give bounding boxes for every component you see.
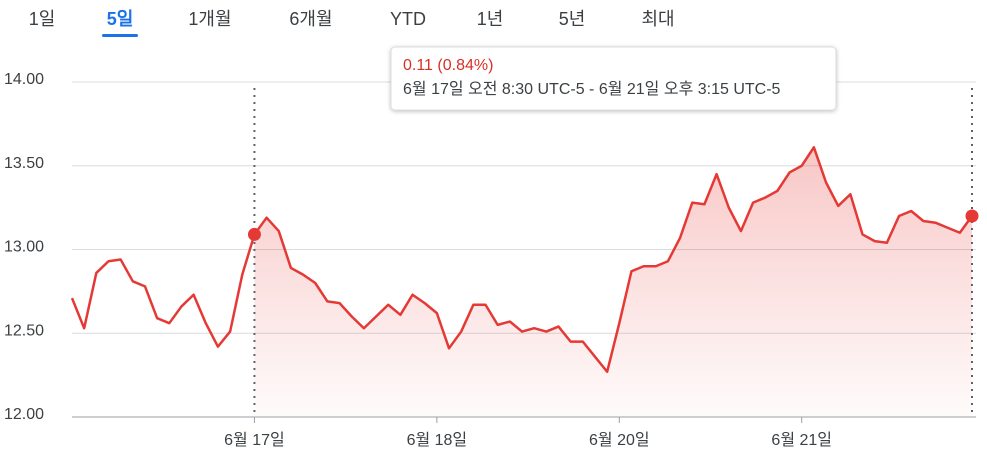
y-tick-label: 12.00: [4, 406, 44, 423]
tab[interactable]: 5년: [559, 9, 586, 29]
tab[interactable]: 1개월: [188, 9, 231, 29]
tooltip-change: 0.11 (0.84%): [403, 57, 493, 74]
y-tick-label: 12.50: [4, 322, 44, 339]
tooltip-range: 6월 17일 오전 8:30 UTC-5 - 6월 21일 오후 3:15 UT…: [403, 80, 781, 98]
tab[interactable]: YTD: [390, 9, 426, 29]
tab-underline: [102, 34, 138, 37]
tab[interactable]: 1일: [29, 9, 56, 29]
tab[interactable]: 5일: [107, 9, 134, 29]
price-line: [70, 146, 974, 374]
range-marker: [247, 227, 261, 241]
tooltip-box: [390, 46, 837, 111]
tab[interactable]: 6개월: [289, 9, 332, 29]
range-marker: [965, 209, 979, 223]
x-tick-label: 6월 20일: [589, 431, 650, 449]
x-tick-label: 6월 18일: [407, 431, 468, 449]
x-tick-label: 6월 21일: [771, 431, 832, 449]
area-fill: [254, 147, 972, 417]
y-tick-label: 13.50: [4, 155, 44, 172]
y-tick-label: 14.00: [4, 71, 44, 88]
tab[interactable]: 최대: [641, 9, 674, 29]
y-tick-label: 13.00: [4, 239, 44, 256]
x-tick-label: 6월 17일: [224, 431, 285, 449]
tab[interactable]: 1년: [477, 9, 504, 29]
